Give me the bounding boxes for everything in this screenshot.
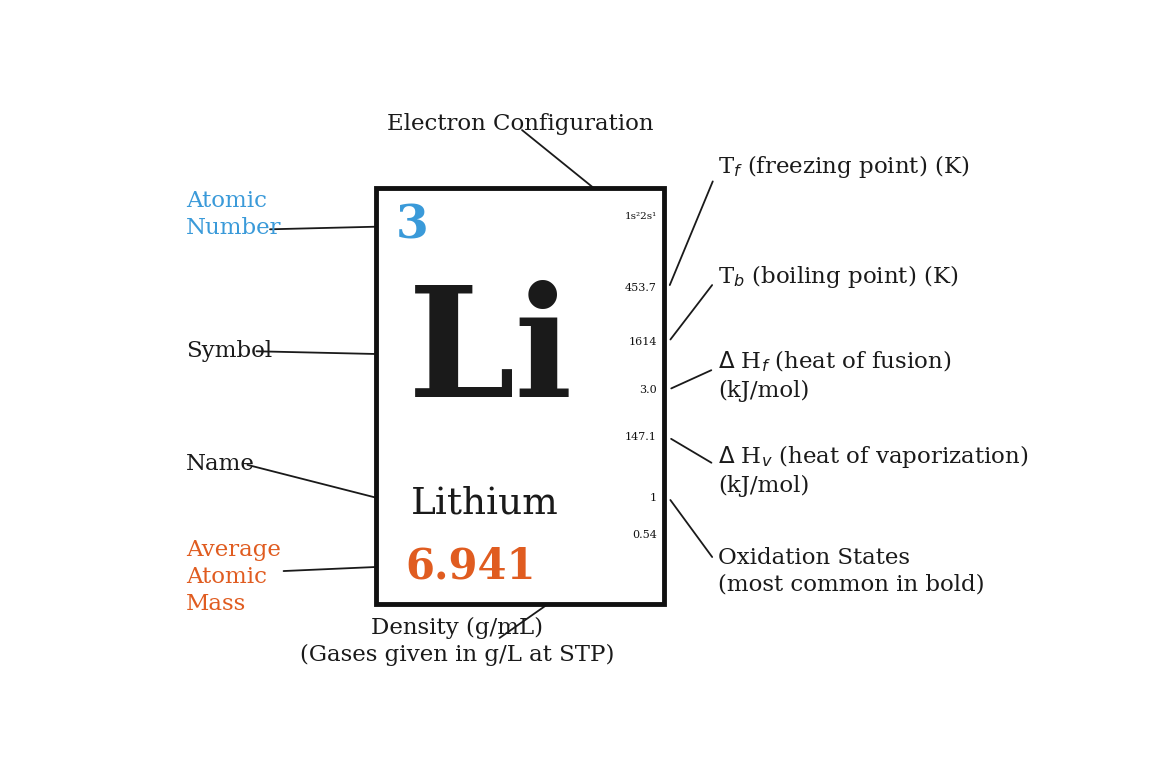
Text: Li: Li — [409, 279, 574, 428]
Text: $\Delta$ H$_f$ (heat of fusion)
(kJ/mol): $\Delta$ H$_f$ (heat of fusion) (kJ/mol) — [718, 348, 952, 401]
Text: T$_f$ (freezing point) (K): T$_f$ (freezing point) (K) — [718, 154, 970, 181]
Bar — [376, 188, 665, 604]
Text: Symbol: Symbol — [186, 340, 272, 362]
Text: Oxidation States
(most common in bold): Oxidation States (most common in bold) — [718, 547, 985, 596]
Text: 453.7: 453.7 — [625, 283, 656, 293]
Text: 3: 3 — [396, 202, 428, 249]
Text: 1s²2s¹: 1s²2s¹ — [625, 212, 656, 221]
Text: Density (g/mL)
(Gases given in g/L at STP): Density (g/mL) (Gases given in g/L at ST… — [299, 617, 613, 666]
Text: 147.1: 147.1 — [625, 432, 656, 442]
Text: Atomic
Number: Atomic Number — [186, 190, 282, 239]
Text: $\Delta$ H$_v$ (heat of vaporization)
(kJ/mol): $\Delta$ H$_v$ (heat of vaporization) (k… — [718, 443, 1029, 497]
Text: Name: Name — [186, 453, 255, 475]
Text: T$_b$ (boiling point) (K): T$_b$ (boiling point) (K) — [718, 263, 959, 290]
Text: 1614: 1614 — [629, 337, 656, 347]
Text: 6.941: 6.941 — [405, 545, 537, 587]
Text: Average
Atomic
Mass: Average Atomic Mass — [186, 539, 281, 615]
Text: 3.0: 3.0 — [639, 384, 656, 394]
Text: 0.54: 0.54 — [632, 530, 656, 540]
Text: 1: 1 — [650, 493, 656, 503]
Text: Lithium: Lithium — [411, 486, 559, 522]
Text: Electron Configuration: Electron Configuration — [386, 113, 653, 135]
